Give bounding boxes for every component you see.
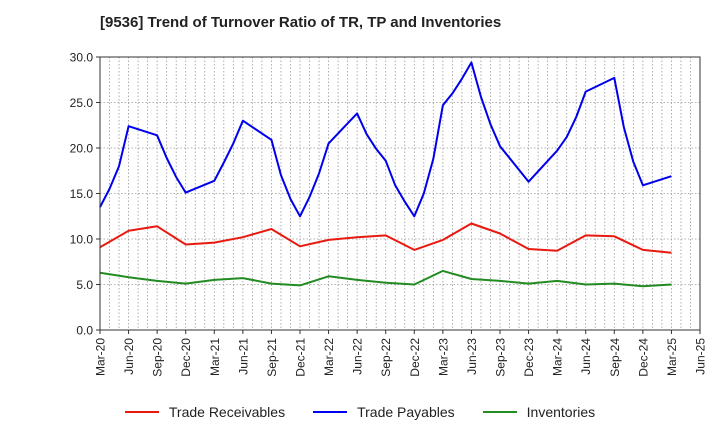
- x-tick-label: Jun-20: [122, 338, 136, 375]
- legend-item-trade-receivables: Trade Receivables: [124, 404, 286, 420]
- y-tick-label: 10.0: [70, 233, 94, 247]
- x-tick-label: Mar-22: [322, 338, 336, 376]
- x-tick-label: Jun-21: [236, 338, 250, 375]
- x-tick-label: Sep-21: [265, 338, 279, 377]
- legend-swatch-trade-receivables: [124, 411, 159, 413]
- x-tick-label: Sep-23: [494, 338, 508, 377]
- x-tick-label: Dec-23: [522, 338, 536, 377]
- legend-swatch-inventories: [482, 411, 517, 413]
- x-tick-label: Sep-24: [608, 338, 622, 377]
- legend-label-trade-payables: Trade Payables: [357, 404, 455, 420]
- y-tick-label: 30.0: [70, 51, 94, 65]
- y-tick-label: 25.0: [70, 96, 94, 110]
- y-tick-label: 15.0: [70, 187, 94, 201]
- x-tick-label: Mar-24: [551, 338, 565, 376]
- legend-swatch-trade-payables: [313, 411, 348, 413]
- x-tick-label: Jun-24: [579, 338, 593, 375]
- x-tick-label: Sep-20: [151, 338, 165, 377]
- y-tick-label: 20.0: [70, 142, 94, 156]
- x-axis: Mar-20 Jun-20 Sep-20 Dec-20 Mar-21 Jun-21 Sep-…: [94, 330, 708, 377]
- x-tick-label: Mar-23: [436, 338, 450, 376]
- x-tick-label: Jun-22: [351, 338, 365, 375]
- series-line-trade-payables: [99, 61, 672, 218]
- y-axis: 0.0 5.0 10.0 15.0 20.0 25.0 30.0: [70, 51, 100, 338]
- y-tick-label: 5.0: [76, 278, 93, 292]
- x-tick-label: Jun-25: [694, 338, 708, 375]
- x-tick-label: Jun-23: [465, 338, 479, 375]
- x-tick-label: Dec-20: [179, 338, 193, 377]
- legend-item-inventories: Inventories: [482, 404, 596, 420]
- y-tick-label: 0.0: [76, 324, 93, 338]
- series-lines: [99, 61, 672, 288]
- x-tick-label: Dec-22: [408, 338, 422, 377]
- x-tick-label: Dec-21: [294, 338, 308, 377]
- x-tick-label: Mar-20: [94, 338, 108, 376]
- series-line-inventories: [99, 269, 672, 288]
- chart-title: [9536] Trend of Turnover Ratio of TR, TP…: [100, 14, 502, 31]
- x-tick-label: Sep-22: [379, 338, 393, 377]
- legend-label-trade-receivables: Trade Receivables: [168, 404, 286, 420]
- x-tick-label: Dec-24: [636, 338, 650, 377]
- x-tick-label: Mar-21: [208, 338, 222, 376]
- x-tick-label: Mar-25: [665, 338, 679, 376]
- legend-label-inventories: Inventories: [526, 404, 596, 420]
- legend-item-trade-payables: Trade Payables: [313, 404, 455, 420]
- legend: Trade Receivables Trade Payables Invento…: [0, 404, 720, 420]
- series-line-trade-receivables: [99, 222, 672, 254]
